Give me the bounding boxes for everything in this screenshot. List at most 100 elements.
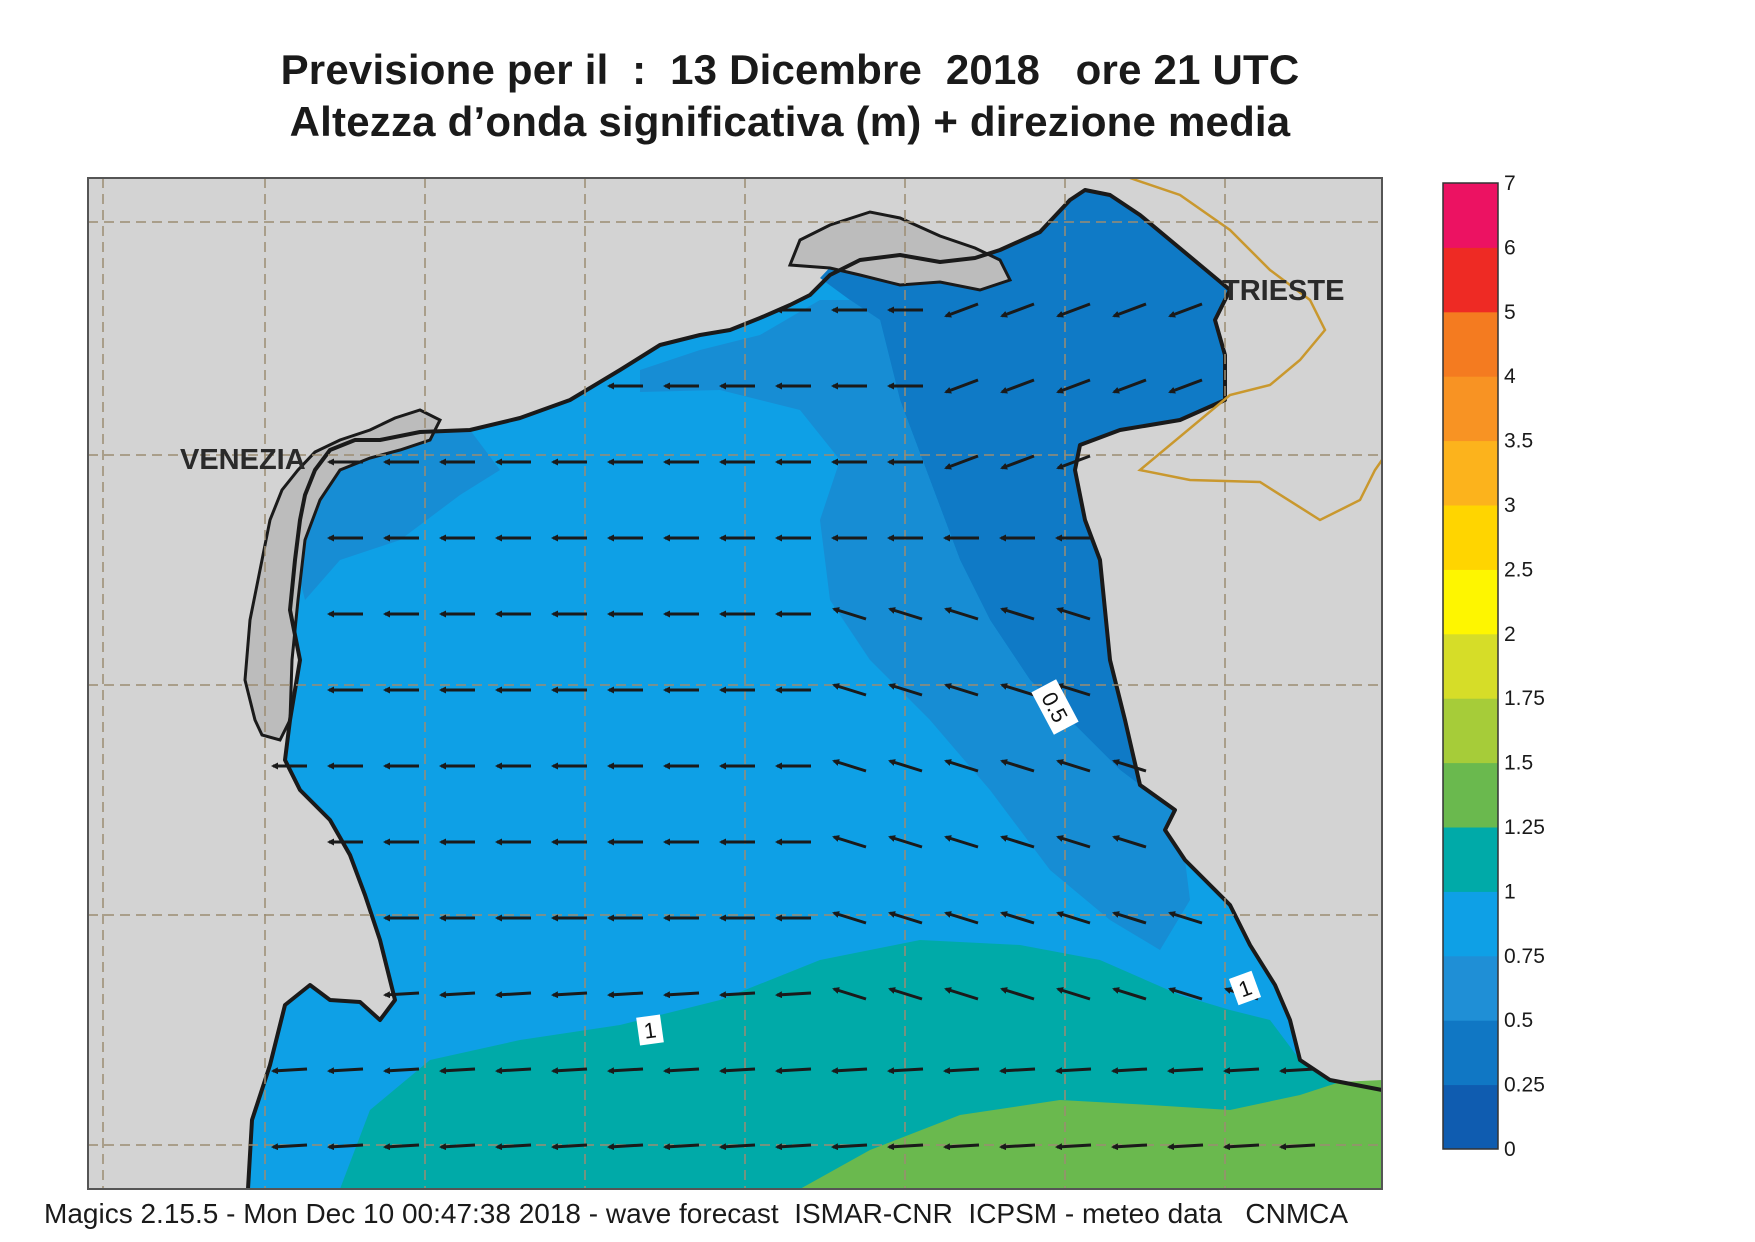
wave-direction-arrow [775, 1067, 812, 1075]
legend-tick-label: 0.25 [1504, 1074, 1545, 1097]
contour-label-text: 1 [642, 1017, 658, 1043]
coastline [246, 188, 1383, 1190]
wave-direction-arrow [551, 1143, 588, 1151]
wave-direction-arrows [271, 302, 1316, 1151]
wave-direction-arrow [383, 1067, 420, 1075]
wave-direction-arrow [1223, 1067, 1260, 1075]
wave-direction-arrow [1000, 987, 1035, 1001]
wave-direction-arrow [887, 1067, 924, 1075]
wave-direction-arrow [1112, 378, 1147, 394]
legend-tick-label: 4 [1504, 365, 1516, 388]
wave-direction-arrow [663, 991, 700, 999]
legend-swatch [1443, 633, 1498, 699]
wave-direction-arrow [1056, 378, 1091, 394]
city-label-venezia: VENEZIA [180, 444, 306, 476]
wave-zone-1.25-1.5 [800, 1080, 1382, 1189]
wave-direction-arrow [1000, 683, 1035, 697]
wave-direction-arrow [1055, 1067, 1092, 1075]
wave-direction-arrow [439, 1067, 476, 1075]
wave-direction-arrow [551, 991, 588, 999]
wave-direction-arrow [1000, 835, 1035, 849]
wave-direction-arrow [944, 759, 979, 773]
sea-area [248, 190, 1382, 1189]
wave-direction-arrow [831, 1143, 868, 1151]
wave-direction-arrow [887, 1143, 924, 1151]
wave-direction-arrow [775, 1143, 812, 1151]
wave-direction-arrow [1168, 378, 1203, 394]
wave-direction-arrow [1112, 987, 1147, 1001]
map-body [243, 190, 1382, 1189]
legend-tick-label: 7 [1504, 172, 1516, 195]
wave-direction-arrow [1111, 1067, 1148, 1075]
wave-direction-arrow [663, 1067, 700, 1075]
wave-direction-arrow [944, 302, 979, 318]
wave-direction-arrow [1223, 1143, 1260, 1151]
wave-direction-arrow [719, 991, 756, 999]
legend-swatch [1443, 955, 1498, 1021]
wave-direction-arrow [1111, 1143, 1148, 1151]
legend-colorbar: 0 0.25 0.5 0.75 1 1.25 1.5 1.75 2 2.5 3 3.5 4 5 6 7 [1442, 172, 1545, 1161]
wave-direction-arrow [607, 1067, 644, 1075]
wave-direction-arrow [944, 378, 979, 394]
legend-swatch [1443, 505, 1498, 570]
legend-swatch [1443, 762, 1498, 828]
wave-direction-arrow [888, 683, 923, 697]
wave-direction-arrow [999, 1067, 1036, 1075]
wave-direction-arrow [943, 1143, 980, 1151]
legend-tick-label: 1.5 [1504, 752, 1533, 775]
wave-zone-0.5-0.75 [640, 300, 1190, 950]
wave-direction-arrow [607, 991, 644, 999]
wave-direction-arrow [944, 911, 979, 925]
wave-direction-arrow [944, 835, 979, 849]
wave-direction-arrow [551, 1067, 588, 1075]
contour-label-1-east: 1 [1228, 970, 1262, 1006]
legend-swatch [1443, 376, 1498, 442]
contour-label-1-south: 1 [636, 1014, 664, 1046]
wave-direction-arrow [1112, 302, 1147, 318]
wave-direction-arrow [495, 1143, 532, 1151]
legend-swatch [1443, 891, 1498, 957]
wave-direction-arrow [888, 911, 923, 925]
legend-swatch [1443, 440, 1498, 506]
wave-direction-arrow [1000, 607, 1035, 621]
wave-direction-arrow [383, 991, 420, 999]
wave-direction-arrow [832, 607, 867, 621]
wave-direction-arrow [775, 991, 812, 999]
legend-swatch [1443, 183, 1498, 248]
wave-direction-arrow [495, 991, 532, 999]
wave-zone-0.25-0.5 [820, 190, 1230, 785]
wave-direction-arrow [719, 1067, 756, 1075]
wave-direction-arrow [944, 454, 979, 470]
wave-direction-arrow [327, 1143, 364, 1151]
legend-frame [1442, 182, 1499, 1150]
wave-direction-arrow [271, 1143, 308, 1151]
map-frame [87, 177, 1383, 1190]
legend-tick-label: 1.75 [1504, 687, 1545, 710]
wave-direction-arrow [1112, 759, 1147, 773]
wave-direction-arrow [719, 1143, 756, 1151]
wave-direction-arrow [1055, 1143, 1092, 1151]
wave-direction-arrow [1168, 987, 1203, 1001]
wave-direction-arrow [944, 683, 979, 697]
footer-credits: Magics 2.15.5 - Mon Dec 10 00:47:38 2018… [44, 1198, 1349, 1229]
wave-direction-arrow [888, 607, 923, 621]
legend-tick-label: 1.25 [1504, 816, 1545, 839]
wave-direction-arrow [1000, 302, 1035, 318]
wave-direction-arrow [495, 1067, 532, 1075]
wave-direction-arrow [1000, 911, 1035, 925]
wave-direction-arrow [1056, 835, 1091, 849]
legend-tick-label: 3 [1504, 494, 1516, 517]
wave-direction-arrow [439, 991, 476, 999]
wave-direction-arrow [1056, 302, 1091, 318]
wave-direction-arrow [1000, 454, 1035, 470]
wave-direction-arrow [1279, 1143, 1316, 1151]
legend-swatch [1443, 247, 1498, 313]
wave-direction-arrow [1000, 759, 1035, 773]
legend-swatch [1443, 827, 1498, 892]
lagoon-land [243, 408, 443, 742]
wave-direction-arrow [943, 1067, 980, 1075]
wave-direction-arrow [832, 683, 867, 697]
wave-direction-arrow [832, 759, 867, 773]
legend-tick-label: 5 [1504, 301, 1516, 324]
